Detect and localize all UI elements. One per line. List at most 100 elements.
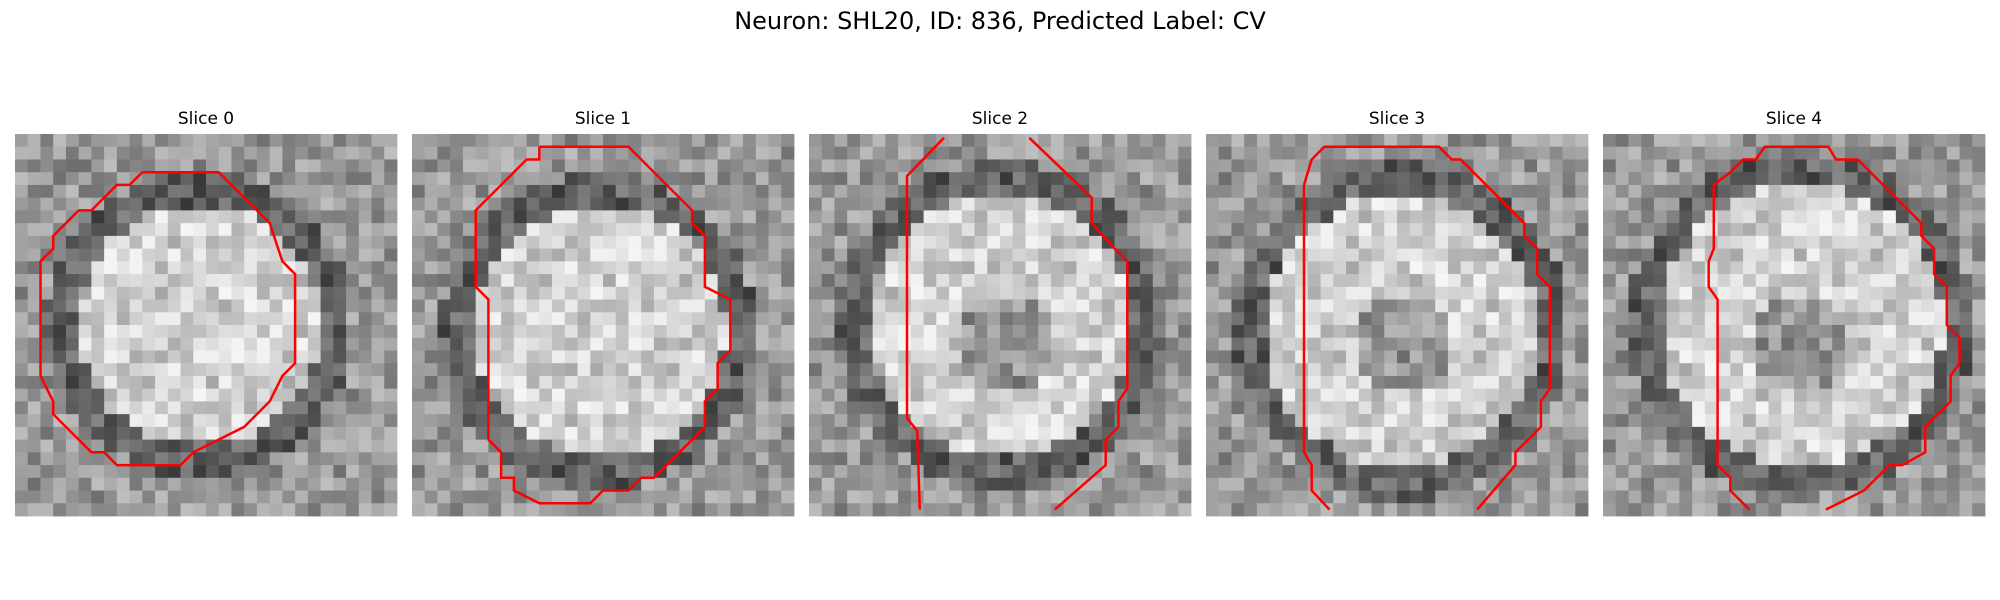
pixel [1178,452,1192,466]
pixel [91,337,105,351]
pixel [1409,439,1423,453]
pixel [755,465,769,479]
pixel [1498,159,1512,173]
pixel [666,286,680,300]
pixel [577,248,591,262]
pixel [1076,299,1090,313]
pixel [1256,350,1271,364]
pixel [1307,299,1321,313]
pixel [333,439,347,453]
pixel [424,490,438,504]
pixel [910,337,924,351]
pixel [1320,312,1334,326]
pixel [834,414,848,428]
pixel [1549,350,1563,364]
pixel [936,159,950,173]
pixel [1269,248,1283,262]
pixel [1575,312,1589,326]
pixel [1743,363,1757,377]
pixel [1908,223,1922,237]
pixel [155,312,169,326]
pixel [1575,159,1589,173]
pixel [1269,426,1283,440]
pixel [167,197,181,211]
pixel [1012,350,1026,364]
pixel [1114,477,1128,491]
pixel [244,452,258,466]
pixel [1140,286,1154,300]
pixel [462,439,477,453]
pixel [1498,350,1512,364]
pixel [859,465,874,479]
pixel [1244,363,1258,377]
pixel [1114,184,1128,199]
pixel [475,184,489,199]
pixel [923,503,937,517]
pixel [1959,146,1973,160]
pixel [1333,375,1347,390]
pixel [809,274,823,288]
pixel [295,210,309,224]
pixel [564,325,578,339]
pixel [1269,439,1283,453]
pixel [320,197,334,211]
pixel [1704,172,1718,186]
pixel [371,426,385,440]
pixel [1806,235,1820,249]
pixel [1269,197,1283,211]
pixel [91,503,105,517]
pixel [1101,223,1115,237]
pixel [1934,248,1948,262]
pixel [78,223,92,237]
pixel [1447,197,1462,211]
pixel [768,146,782,160]
pixel [603,274,617,288]
pixel [15,490,29,504]
pixel [1806,172,1820,186]
pixel [552,286,566,300]
pixel [1218,477,1232,491]
pixel [1562,325,1576,339]
pixel [564,439,578,453]
pixel [1806,363,1820,377]
pixel [346,274,360,288]
pixel [936,248,950,262]
pixel [1256,477,1271,491]
pixel [193,159,207,173]
pixel [346,426,360,440]
pixel [987,146,1001,160]
pixel [1486,465,1500,479]
pixel [1447,235,1462,249]
pixel [295,248,309,262]
pixel [1269,299,1283,313]
pixel [1089,477,1103,491]
pixel [1921,146,1935,160]
pixel [603,414,617,428]
pixel [590,503,604,517]
pixel [424,350,438,364]
pixel [1794,363,1808,377]
pixel [1371,350,1385,364]
pixel [641,223,655,237]
pixel [834,210,848,224]
pixel [847,235,861,249]
pixel [358,159,372,173]
pixel [40,452,54,466]
pixel [412,223,426,237]
pixel [872,223,886,237]
pixel [218,401,232,415]
pixel [1063,426,1077,440]
pixel [1050,363,1065,377]
pixel [129,350,143,364]
pixel [1320,337,1334,351]
pixel [142,286,156,300]
pixel [1959,465,1973,479]
pixel [1114,197,1128,211]
pixel [412,286,426,300]
pixel [872,197,886,211]
pixel [1178,248,1192,262]
pixel [15,172,29,186]
pixel [1615,312,1629,326]
pixel [1206,452,1220,466]
pixel [1346,401,1360,415]
